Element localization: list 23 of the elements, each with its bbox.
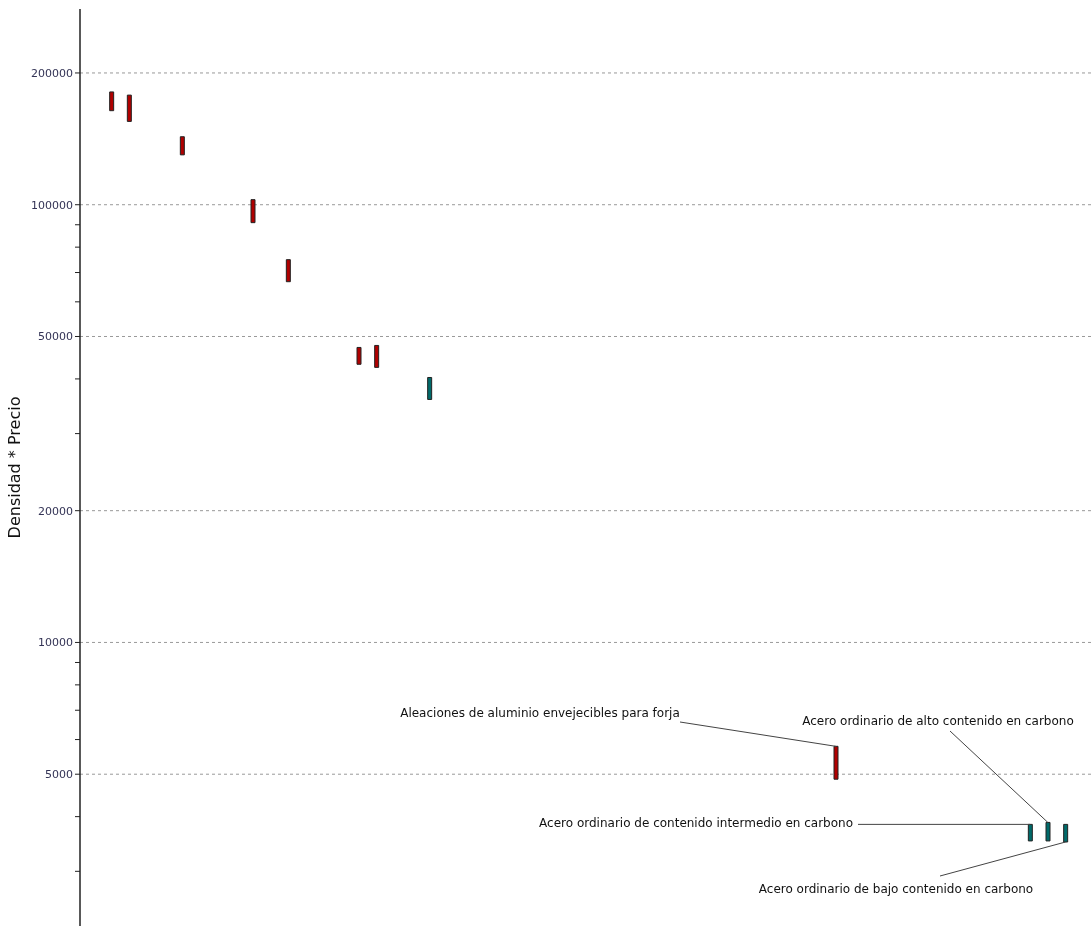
y-tick-label: 5000 bbox=[45, 768, 73, 782]
bar bbox=[250, 199, 256, 224]
y-axis-title: Densidad * Precio bbox=[4, 396, 24, 539]
bar bbox=[285, 259, 291, 283]
bar bbox=[126, 94, 132, 122]
bar bbox=[1027, 823, 1033, 842]
bar bbox=[1063, 823, 1069, 843]
y-tick-label: 10000 bbox=[38, 636, 73, 650]
bar bbox=[1045, 821, 1051, 842]
y-tick-label: 200000 bbox=[31, 66, 73, 80]
annotation: Aleaciones de aluminio envejecibles para forja bbox=[400, 706, 680, 720]
bar bbox=[374, 344, 380, 368]
bar bbox=[427, 376, 433, 400]
bar bbox=[356, 346, 362, 365]
y-tick-label: 100000 bbox=[31, 198, 73, 212]
annotation: Acero ordinario de contenido intermedio en carbono bbox=[539, 816, 853, 830]
bar bbox=[179, 136, 185, 156]
bar bbox=[109, 91, 115, 112]
bar bbox=[833, 745, 839, 780]
annotation: Acero ordinario de alto contenido en carbono bbox=[802, 714, 1074, 728]
y-tick-label: 50000 bbox=[38, 330, 73, 344]
annotation: Acero ordinario de bajo contenido en carbono bbox=[758, 882, 1034, 896]
y-tick-label: 20000 bbox=[38, 504, 73, 518]
